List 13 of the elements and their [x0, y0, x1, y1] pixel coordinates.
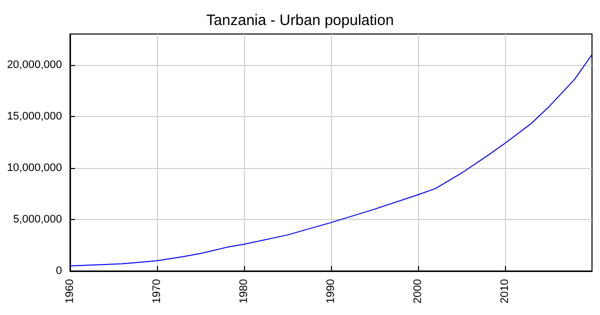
x-tick-label: 1960	[64, 279, 76, 304]
y-tick-label: 10,000,000	[6, 162, 62, 174]
x-tick-label: 1980	[238, 279, 250, 304]
x-tick-label: 2010	[499, 279, 511, 304]
x-tick-label: 2000	[412, 279, 424, 304]
y-tick-label: 5,000,000	[13, 213, 62, 226]
x-tick-label: 1990	[325, 279, 337, 304]
chart-title: Tanzania - Urban population	[206, 12, 394, 29]
line-series	[70, 54, 592, 266]
y-tick-label: 20,000,000	[6, 58, 62, 71]
x-tick-label: 1970	[151, 279, 163, 304]
y-tick-label: 0	[56, 265, 62, 277]
y-tick-label: 15,000,000	[6, 110, 62, 122]
